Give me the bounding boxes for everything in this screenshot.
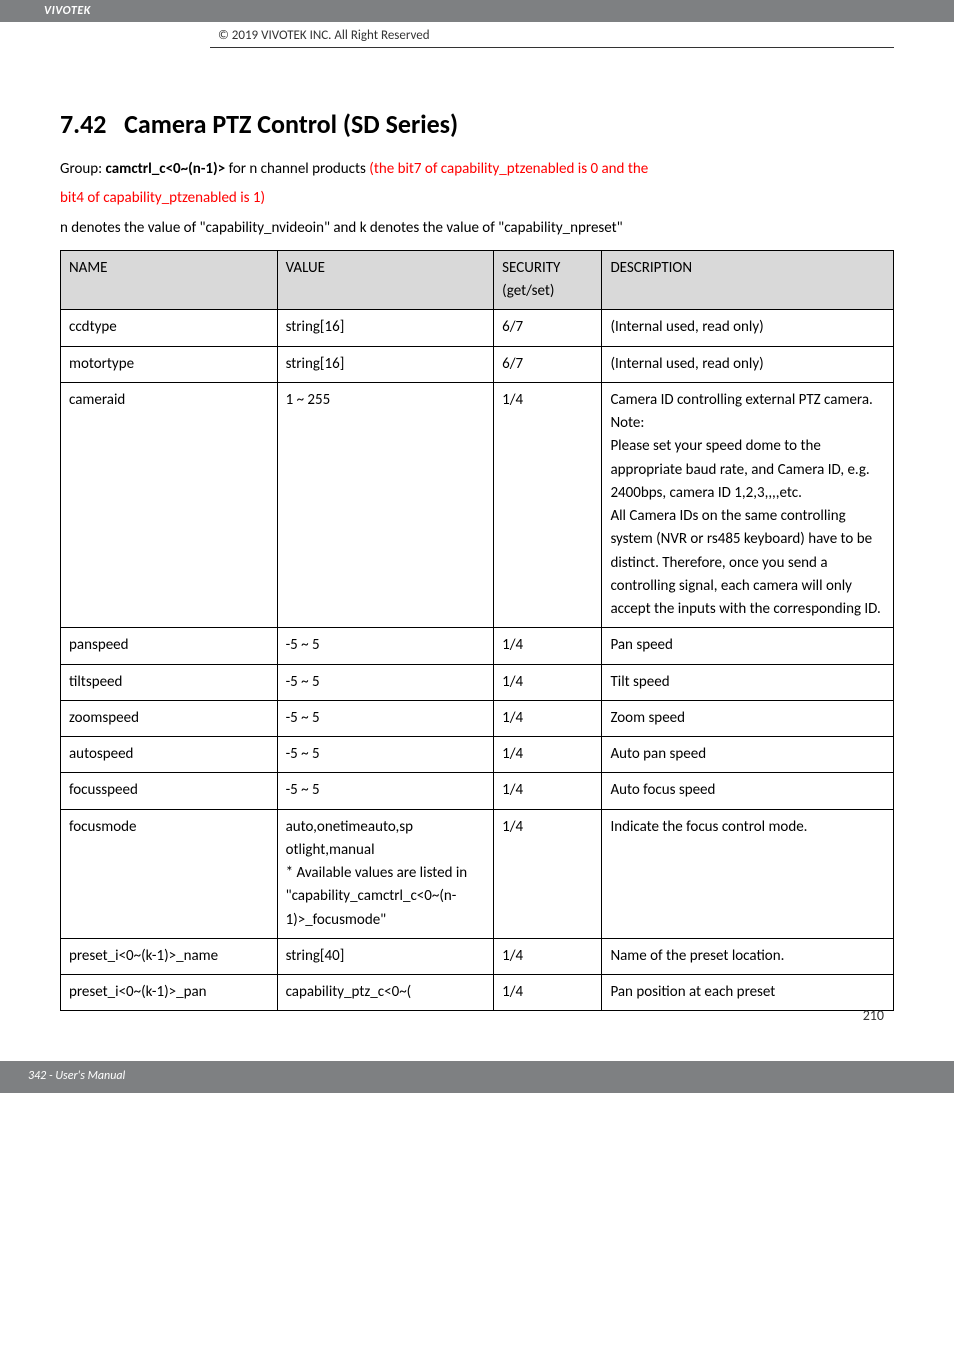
cell-value: auto,onetimeauto,spotlight,manual* Avail… <box>277 809 494 938</box>
cell-desc: Auto focus speed <box>602 773 894 809</box>
heading-number: 7.42 <box>60 108 106 140</box>
cell-name: tiltspeed <box>61 664 278 700</box>
section-heading: 7.42 Camera PTZ Control (SD Series) <box>60 108 894 140</box>
cell-desc: (Internal used, read only) <box>602 346 894 382</box>
intro-paragraph: Group: camctrl_c<0~(n-1)> for n channel … <box>60 158 894 181</box>
table-row: autospeed -5 ~ 5 1/4 Auto pan speed <box>61 737 894 773</box>
cell-value: -5 ~ 5 <box>277 628 494 664</box>
cell-value: string[16] <box>277 346 494 382</box>
footer-text: 342 - User's Manual <box>0 1061 954 1083</box>
intro-rest: for n channel products <box>225 160 369 178</box>
col-description: DESCRIPTION <box>602 250 894 310</box>
cell-sec: 1/4 <box>494 975 602 1011</box>
heading-title: Camera PTZ Control (SD Series) <box>124 108 458 140</box>
cell-desc: Camera ID controlling external PTZ camer… <box>602 382 894 628</box>
cell-name: autospeed <box>61 737 278 773</box>
cell-name: motortype <box>61 346 278 382</box>
cell-name: ccdtype <box>61 310 278 346</box>
cell-name: preset_i<0~(k-1)>_name <box>61 938 278 974</box>
cell-name: preset_i<0~(k-1)>_pan <box>61 975 278 1011</box>
param-table: NAME VALUE SECURITY (get/set) DESCRIPTIO… <box>60 250 894 1012</box>
cell-value: -5 ~ 5 <box>277 700 494 736</box>
table-row: zoomspeed -5 ~ 5 1/4 Zoom speed <box>61 700 894 736</box>
table-row: panspeed -5 ~ 5 1/4 Pan speed <box>61 628 894 664</box>
page-content: 7.42 Camera PTZ Control (SD Series) Grou… <box>0 48 954 1031</box>
table-row: tiltspeed -5 ~ 5 1/4 Tilt speed <box>61 664 894 700</box>
table-header-row: NAME VALUE SECURITY (get/set) DESCRIPTIO… <box>61 250 894 310</box>
cell-name: focusmode <box>61 809 278 938</box>
cell-sec: 1/4 <box>494 938 602 974</box>
intro-prefix: Group: <box>60 160 106 178</box>
cell-value: string[40] <box>277 938 494 974</box>
table-row: preset_i<0~(k-1)>_pan capability_ptz_c<0… <box>61 975 894 1011</box>
cell-name: panspeed <box>61 628 278 664</box>
cell-sec: 1/4 <box>494 809 602 938</box>
cell-value: -5 ~ 5 <box>277 664 494 700</box>
note-line: n denotes the value of "capability_nvide… <box>60 217 894 240</box>
intro-paragraph-2: bit4 of capability_ptzenabled is 1) <box>60 187 894 210</box>
copyright-line: © 2019 VIVOTEK INC. All Right Reserved <box>210 22 894 48</box>
cell-sec: 1/4 <box>494 737 602 773</box>
table-row: cameraid 1 ~ 255 1/4 Camera ID controlli… <box>61 382 894 628</box>
col-security: SECURITY (get/set) <box>494 250 602 310</box>
cell-name: focusspeed <box>61 773 278 809</box>
col-name: NAME <box>61 250 278 310</box>
brand-logo: VIVOTEK <box>44 4 91 18</box>
cell-desc: Pan position at each preset <box>602 975 894 1011</box>
col-value: VALUE <box>277 250 494 310</box>
table-row: focusmode auto,onetimeauto,spotlight,man… <box>61 809 894 938</box>
table-body: ccdtype string[16] 6/7 (Internal used, r… <box>61 310 894 1011</box>
cell-value: -5 ~ 5 <box>277 737 494 773</box>
cell-sec: 6/7 <box>494 346 602 382</box>
cell-sec: 1/4 <box>494 664 602 700</box>
cell-desc: Indicate the focus control mode. <box>602 809 894 938</box>
cell-sec: 6/7 <box>494 310 602 346</box>
cell-desc: Auto pan speed <box>602 737 894 773</box>
cell-sec: 1/4 <box>494 382 602 628</box>
cell-desc: Zoom speed <box>602 700 894 736</box>
cell-name: zoomspeed <box>61 700 278 736</box>
footer-band: 342 - User's Manual <box>0 1061 954 1093</box>
cell-value: -5 ~ 5 <box>277 773 494 809</box>
cell-desc: (Internal used, read only) <box>602 310 894 346</box>
cell-sec: 1/4 <box>494 773 602 809</box>
cell-desc: Pan speed <box>602 628 894 664</box>
table-row: focusspeed -5 ~ 5 1/4 Auto focus speed <box>61 773 894 809</box>
table-row: ccdtype string[16] 6/7 (Internal used, r… <box>61 310 894 346</box>
intro-red-2: bit4 of capability_ptzenabled is 1) <box>60 189 265 207</box>
page-number: 210 <box>863 1007 884 1024</box>
header-band: VIVOTEK <box>0 0 954 22</box>
cell-sec: 1/4 <box>494 628 602 664</box>
intro-red-1: (the bit7 of capability_ptzenabled is 0 … <box>369 160 648 178</box>
cell-name: cameraid <box>61 382 278 628</box>
cell-sec: 1/4 <box>494 700 602 736</box>
table-row: motortype string[16] 6/7 (Internal used,… <box>61 346 894 382</box>
intro-group-name: camctrl_c<0~(n-1)> <box>106 160 226 178</box>
cell-desc: Name of the preset location. <box>602 938 894 974</box>
cell-value: string[16] <box>277 310 494 346</box>
cell-value: capability_ptz_c<0~( <box>277 975 494 1011</box>
cell-desc: Tilt speed <box>602 664 894 700</box>
table-row: preset_i<0~(k-1)>_name string[40] 1/4 Na… <box>61 938 894 974</box>
cell-value: 1 ~ 255 <box>277 382 494 628</box>
